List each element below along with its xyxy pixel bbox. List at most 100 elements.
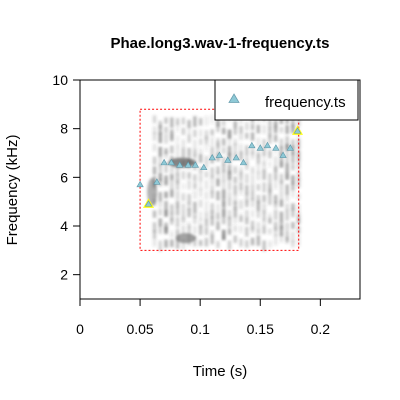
spectrogram-cell <box>279 173 284 184</box>
spectrogram-cell <box>262 194 266 203</box>
spectrogram-cell <box>239 134 243 141</box>
spectrogram-cell <box>239 182 243 191</box>
spectrogram-column <box>187 120 191 246</box>
spectrogram-cell <box>273 173 278 180</box>
x-tick-label: 0.15 <box>247 321 274 337</box>
spectrogram-cell <box>204 200 209 212</box>
data-point <box>232 153 240 161</box>
spectrogram-cell <box>204 143 209 152</box>
spectrogram-cell <box>291 163 295 171</box>
spectrogram-cell <box>250 132 255 141</box>
spectrogram-cell <box>285 230 289 241</box>
spectrogram-cell <box>279 190 284 200</box>
data-point <box>272 144 280 151</box>
y-tick-label: 8 <box>60 121 68 137</box>
spectrogram-cell <box>221 156 226 165</box>
spectrogram-cell <box>198 224 203 235</box>
spectrogram-cell <box>158 218 163 227</box>
spectrogram-cell <box>268 197 272 205</box>
spectrogram-cell <box>158 163 163 173</box>
spectrogram-cell <box>268 151 272 159</box>
spectrogram-cell <box>210 129 214 136</box>
spectrogram-cell <box>244 173 249 184</box>
spectrogram-cell <box>233 200 238 210</box>
spectrogram-cell <box>268 183 272 193</box>
legend-entry-label: frequency.ts <box>265 94 346 111</box>
x-tick-label: 0.05 <box>126 321 153 337</box>
spectrogram-cell <box>175 201 180 208</box>
spectrogram-cell <box>170 212 174 222</box>
spectrogram-cell <box>175 173 180 184</box>
spectrogram-cell <box>164 239 168 248</box>
spectrogram-cell <box>210 175 214 185</box>
spectrogram-cell <box>273 221 278 231</box>
spectrogram-cell <box>198 174 203 182</box>
spectrogram-cell <box>221 127 226 135</box>
spectrogram-column <box>256 114 261 246</box>
spectrogram-cell <box>285 162 289 173</box>
spectrogram-cell <box>239 166 243 177</box>
spectrogram-cell <box>187 193 191 205</box>
spectrogram-cell <box>291 119 295 128</box>
data-point <box>256 144 264 151</box>
spectrogram-cell <box>158 208 163 216</box>
spectrogram-cell <box>164 126 168 133</box>
spectrogram-cell <box>262 169 266 180</box>
spectrogram-cell <box>256 137 261 148</box>
spectrogram-cell <box>181 147 186 158</box>
y-axis: 2 4 6 8 10 <box>52 72 81 283</box>
spectrogram-cell <box>233 166 238 174</box>
spectrogram-cell <box>291 124 295 134</box>
spectrogram-cell <box>233 216 238 224</box>
spectrogram-cell <box>187 202 191 211</box>
spectrogram-cell <box>250 191 255 201</box>
spectrogram-cell <box>175 143 180 151</box>
spectrogram-cell <box>268 148 272 155</box>
spectrogram-cell <box>244 240 249 248</box>
spectrogram-cell <box>256 194 261 204</box>
spectrogram-cell <box>152 126 157 134</box>
spectrogram-cell <box>279 199 284 207</box>
spectrogram-cell <box>244 226 249 237</box>
spectrogram-cell <box>239 188 243 196</box>
spectrogram-cell <box>152 237 157 247</box>
spectrogram-cell <box>181 127 186 135</box>
spectrogram-cell <box>279 225 284 237</box>
spectrogram-cell <box>216 124 220 133</box>
spectrogram-cell <box>193 235 197 247</box>
spectrogram-cell <box>279 221 284 229</box>
spectrogram-cell <box>268 133 272 144</box>
spectrogram-column <box>262 114 266 252</box>
spectrogram-cell <box>175 237 180 249</box>
spectrogram-cell <box>204 237 209 247</box>
spectrogram-cell <box>262 138 266 146</box>
spectrogram-cell <box>227 145 232 157</box>
spectrogram-cell <box>158 124 163 135</box>
spectrogram-cell <box>164 148 168 155</box>
spectrogram-cell <box>285 209 289 221</box>
spectrogram-cell <box>244 156 249 166</box>
spectrogram-column <box>193 116 197 247</box>
spectrogram-cell <box>193 116 197 127</box>
spectrogram-cell <box>233 143 238 151</box>
spectrogram-cell <box>250 237 255 246</box>
spectrogram-cell <box>204 161 209 169</box>
spectrogram-cell <box>250 198 255 208</box>
spectrogram-cell <box>204 211 209 221</box>
data-point <box>224 156 232 163</box>
spectrogram-cell <box>291 231 295 243</box>
spectrogram-cell <box>296 235 301 247</box>
selection-layer <box>139 108 300 251</box>
spectrogram-cell <box>210 210 214 219</box>
spectrogram-cell <box>158 156 163 167</box>
spectrogram-cell <box>227 164 232 174</box>
spectrogram-cell <box>285 222 289 231</box>
spectrogram-cell <box>279 126 284 133</box>
spectrogram-cell <box>256 153 261 164</box>
spectrogram-cell <box>216 138 220 148</box>
x-axis: 0 0.05 0.1 0.15 0.2 <box>76 298 330 337</box>
spectrogram-column <box>216 119 220 249</box>
spectrogram-cell <box>227 129 232 139</box>
spectrogram-cell <box>296 203 301 214</box>
spectrogram-cell <box>164 222 168 231</box>
